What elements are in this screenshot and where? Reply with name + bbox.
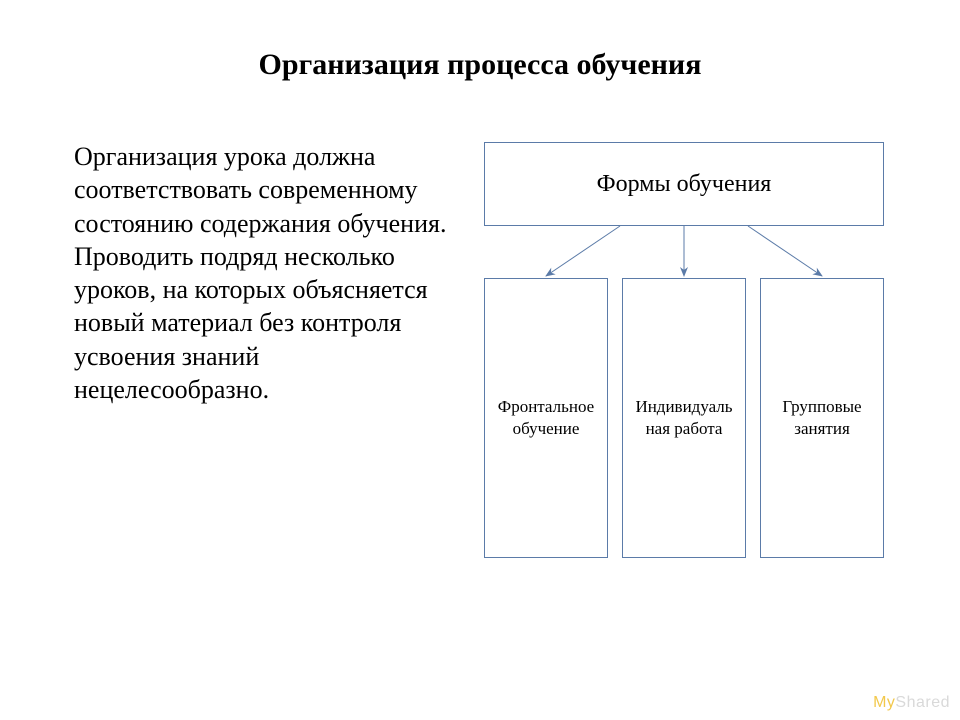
diagram-child-label-1: Фронтальное обучение bbox=[491, 396, 601, 440]
slide: Организация процесса обучения Организаци… bbox=[0, 0, 960, 720]
diagram-child-box-2: Индивидуаль ная работа bbox=[622, 278, 746, 558]
diagram-root-box: Формы обучения bbox=[484, 142, 884, 226]
arrow-3 bbox=[748, 226, 822, 276]
watermark-suffix: Shared bbox=[895, 694, 950, 711]
diagram-child-label-3: Групповые занятия bbox=[767, 396, 877, 440]
diagram-root-label: Формы обучения bbox=[597, 171, 772, 198]
watermark: MyShared bbox=[873, 694, 950, 712]
watermark-prefix: My bbox=[873, 694, 895, 711]
slide-title: Организация процесса обучения bbox=[0, 48, 960, 82]
diagram-child-box-1: Фронтальное обучение bbox=[484, 278, 608, 558]
arrow-1 bbox=[546, 226, 620, 276]
diagram-child-label-2: Индивидуаль ная работа bbox=[629, 396, 739, 440]
body-paragraph: Организация урока должна соответствовать… bbox=[74, 140, 454, 406]
diagram-child-box-3: Групповые занятия bbox=[760, 278, 884, 558]
